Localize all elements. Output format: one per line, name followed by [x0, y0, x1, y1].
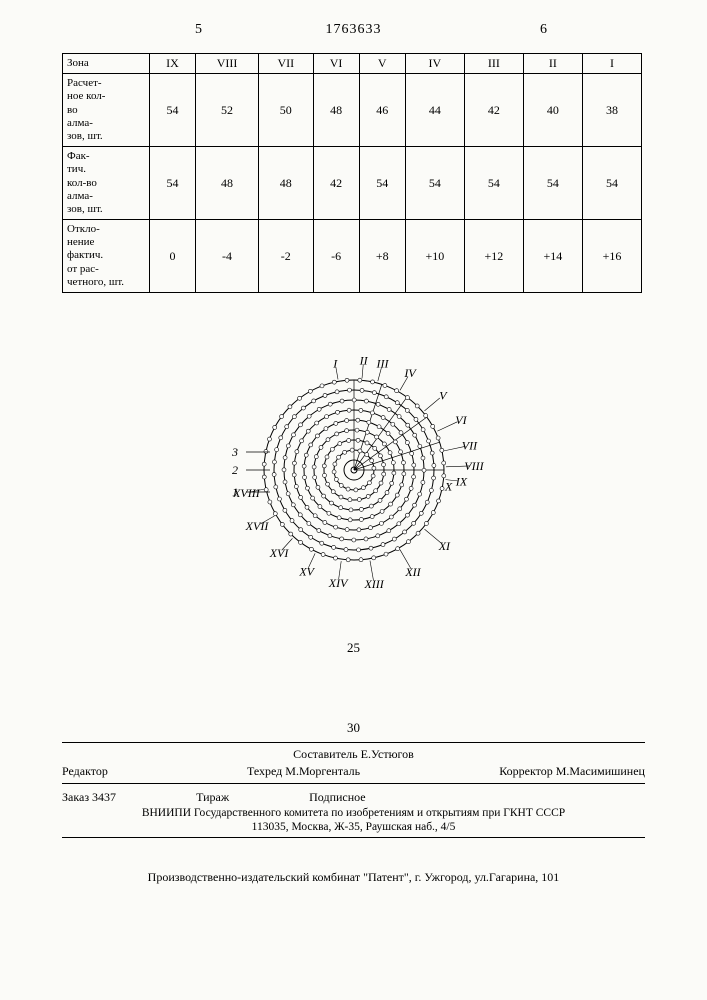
svg-text:XIII: XIII	[363, 577, 384, 591]
cell: -2	[259, 220, 314, 293]
table-row: Расчет- ное кол- во алма- зов, шт. 54 52…	[63, 74, 642, 147]
cell: 54	[359, 147, 405, 220]
cell: 46	[359, 74, 405, 147]
zone-table: Зона IX VIII VII VI V IV III II I Расчет…	[62, 53, 642, 293]
table-row: Откло- нение фактич. от рас- четного, шт…	[63, 220, 642, 293]
cell: 54	[464, 147, 523, 220]
cell: 54	[150, 147, 196, 220]
col-head: IV	[405, 54, 464, 74]
cell: 54	[405, 147, 464, 220]
cell: 40	[523, 74, 582, 147]
cell: 0	[150, 220, 196, 293]
cell: 44	[405, 74, 464, 147]
zone-header: Зона	[63, 54, 150, 74]
svg-text:XVI: XVI	[268, 546, 289, 560]
cell: 54	[150, 74, 196, 147]
figure-diagram: IIIIIIIVVVIVIIVIIIIXXXIXIIXIIIXIVXVXVIXV…	[0, 340, 707, 605]
column-number-right: 6	[540, 22, 547, 38]
col-head: III	[464, 54, 523, 74]
cell: 48	[196, 147, 259, 220]
cell: 38	[582, 74, 641, 147]
svg-text:XII: XII	[404, 565, 421, 579]
svg-text:VII: VII	[461, 438, 477, 452]
svg-text:I: I	[332, 357, 338, 371]
table-row: Фак- тич. кол-во алма- зов, шт. 54 48 48…	[63, 147, 642, 220]
col-head: IX	[150, 54, 196, 74]
svg-text:XIV: XIV	[327, 576, 348, 590]
col-head: VIII	[196, 54, 259, 74]
svg-text:3: 3	[231, 445, 238, 459]
order-block: Заказ 3437 Тираж Подписное ВНИИПИ Госуда…	[62, 790, 645, 842]
col-head: II	[523, 54, 582, 74]
ring-diagram-svg: IIIIIIIVVVIVIIVIIIIXXXIXIIXIIIXIVXVXVIXV…	[204, 340, 504, 600]
cell: 42	[464, 74, 523, 147]
cell: +16	[582, 220, 641, 293]
editor-text: Редактор	[62, 764, 108, 779]
svg-text:II: II	[358, 353, 368, 367]
column-number-left: 5	[195, 22, 202, 38]
col-head: VI	[313, 54, 359, 74]
credits-block: Составитель Е.Устюгов Редактор Техред М.…	[62, 738, 645, 788]
divider	[62, 837, 645, 838]
cell: -6	[313, 220, 359, 293]
footer-text: Производственно-издательский комбинат "П…	[62, 870, 645, 885]
row-label: Откло- нение фактич. от рас- четного, шт…	[63, 220, 150, 293]
svg-text:V: V	[439, 388, 448, 402]
cell: +8	[359, 220, 405, 293]
cell: 52	[196, 74, 259, 147]
cell: 48	[259, 147, 314, 220]
svg-text:XI: XI	[437, 539, 450, 553]
svg-text:XVII: XVII	[244, 519, 269, 533]
col-head: V	[359, 54, 405, 74]
svg-text:1: 1	[232, 485, 238, 499]
svg-text:III: III	[375, 357, 389, 371]
cell: 42	[313, 147, 359, 220]
cell: 50	[259, 74, 314, 147]
cell: +10	[405, 220, 464, 293]
zakaz-text: Заказ 3437	[62, 790, 116, 805]
line-marker-30: 30	[0, 720, 707, 736]
svg-text:VI: VI	[455, 413, 467, 427]
compiler-text: Составитель Е.Устюгов	[293, 747, 414, 762]
cell: +12	[464, 220, 523, 293]
col-head: VII	[259, 54, 314, 74]
row-label: Фак- тич. кол-во алма- зов, шт.	[63, 147, 150, 220]
cell: 48	[313, 74, 359, 147]
address-text: 113035, Москва, Ж-35, Раушская наб., 4/5	[62, 821, 645, 833]
techred-text: Техред М.Моргенталь	[247, 764, 360, 779]
col-head: I	[582, 54, 641, 74]
cell: 54	[582, 147, 641, 220]
cell: 54	[523, 147, 582, 220]
divider	[62, 742, 645, 743]
divider	[62, 783, 645, 784]
podpis-text: Подписное	[309, 790, 366, 805]
corrector-text: Корректор М.Масимишинец	[499, 764, 645, 779]
svg-text:IX: IX	[454, 474, 467, 488]
document-number: 1763633	[0, 22, 707, 38]
cell: +14	[523, 220, 582, 293]
table-header-row: Зона IX VIII VII VI V IV III II I	[63, 54, 642, 74]
svg-text:X: X	[443, 480, 452, 494]
svg-text:XV: XV	[298, 565, 315, 579]
cell: -4	[196, 220, 259, 293]
tirazh-text: Тираж	[196, 790, 229, 805]
row-label: Расчет- ное кол- во алма- зов, шт.	[63, 74, 150, 147]
svg-text:2: 2	[232, 463, 238, 477]
line-marker-25: 25	[0, 640, 707, 656]
svg-text:IV: IV	[403, 366, 417, 380]
svg-text:VIII: VIII	[464, 459, 484, 473]
org-text: ВНИИПИ Государственного комитета по изоб…	[62, 807, 645, 819]
